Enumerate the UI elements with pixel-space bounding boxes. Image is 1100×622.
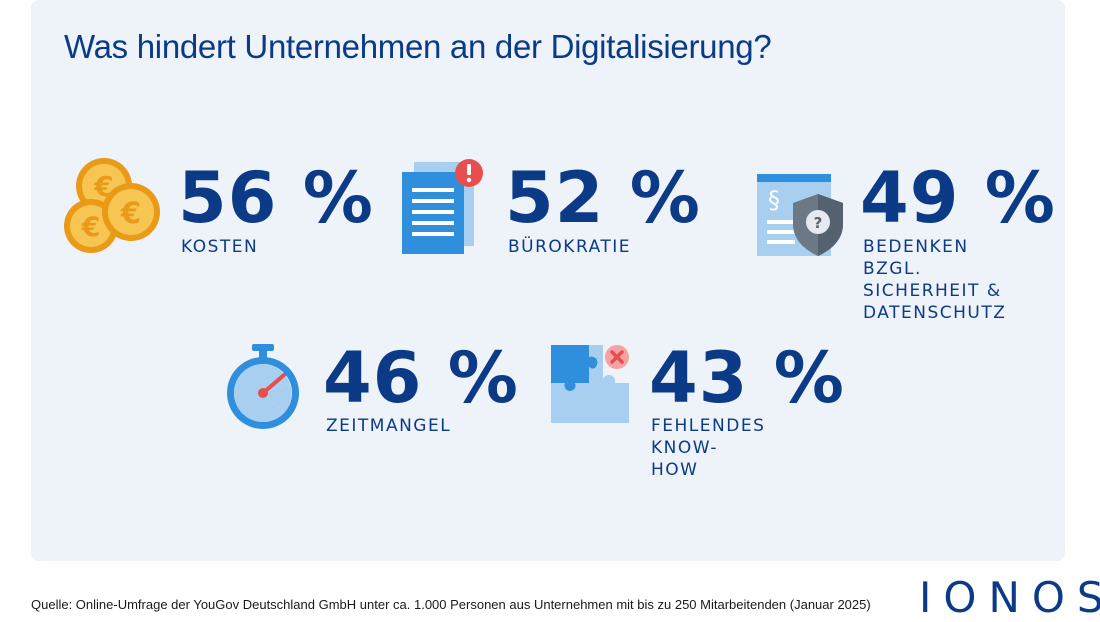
svg-text:§: § xyxy=(768,186,780,214)
svg-text:?: ? xyxy=(814,214,823,232)
time-value: 46 % xyxy=(323,337,519,419)
svg-text:€: € xyxy=(120,196,141,230)
ionos-logo: IONOS xyxy=(919,573,1100,622)
paragraph-shield-icon: § ? xyxy=(757,174,843,256)
bureaucracy-label: BÜROKRATIE xyxy=(508,237,632,257)
knowhow-value: 43 % xyxy=(649,337,845,419)
puzzle-icon xyxy=(551,345,629,423)
svg-text:€: € xyxy=(81,212,101,243)
costs-value: 56 % xyxy=(178,157,374,239)
documents-alert-icon xyxy=(402,159,483,254)
security-label: BEDENKEN BZGL. SICHERHEIT & DATENSCHUTZ xyxy=(863,237,1007,323)
source-note: Quelle: Online-Umfrage der YouGov Deutsc… xyxy=(31,597,871,612)
page-title: Was hindert Unternehmen an der Digitalis… xyxy=(64,28,772,65)
costs-label: KOSTEN xyxy=(181,237,259,257)
infographic-card xyxy=(31,0,1065,561)
stopwatch-icon xyxy=(227,344,299,429)
knowhow-label: FEHLENDES KNOW-HOW xyxy=(651,416,766,480)
bureaucracy-value: 52 % xyxy=(505,157,701,239)
security-value: 49 % xyxy=(860,157,1056,239)
euro-coins-icon: € € € xyxy=(64,158,160,253)
time-label: ZEITMANGEL xyxy=(326,416,452,436)
